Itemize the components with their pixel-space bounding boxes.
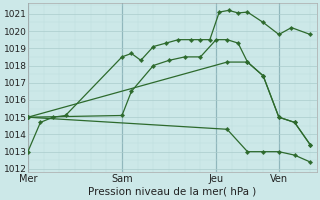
X-axis label: Pression niveau de la mer( hPa ): Pression niveau de la mer( hPa ) bbox=[88, 187, 256, 197]
